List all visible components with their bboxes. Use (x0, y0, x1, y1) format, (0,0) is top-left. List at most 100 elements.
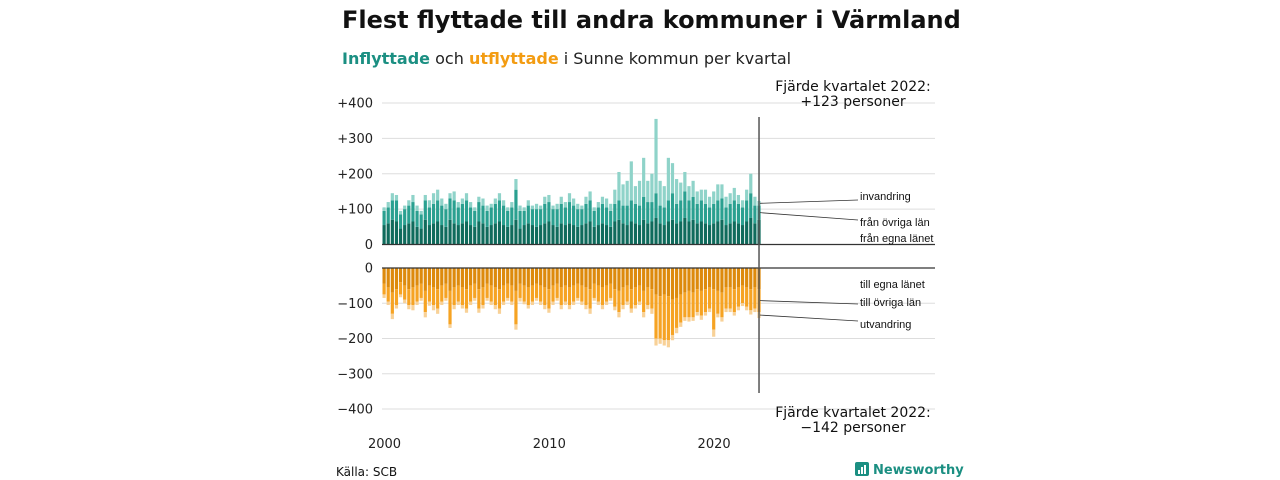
bar-out-utvandring (736, 306, 741, 311)
bar-in-ovriga-lan (460, 203, 464, 224)
bar-in-egna-lanet (543, 223, 547, 245)
bar-out-utvandring (398, 294, 403, 298)
bar-in-invandring (745, 189, 749, 201)
bar-out-egna-lanet (477, 268, 481, 290)
bar-out-ovriga-lan (489, 285, 493, 302)
bar-in-ovriga-lan (588, 200, 592, 222)
bar-out-egna-lanet (469, 268, 473, 286)
bar-in-egna-lanet (604, 225, 609, 245)
bar-in-invandring (518, 205, 522, 211)
bar-out-utvandring (514, 324, 518, 330)
bar-out-ovriga-lan (534, 283, 539, 298)
bar-in-egna-lanet (592, 226, 596, 245)
lower-series-label: till egna länet (860, 279, 925, 291)
bar-in-egna-lanet (551, 225, 555, 245)
bar-in-invandring (559, 196, 563, 204)
bar-out-utvandring (419, 297, 423, 301)
bar-out-egna-lanet (386, 268, 390, 288)
bar-out-egna-lanet (728, 268, 732, 288)
bar-in-ovriga-lan (567, 202, 572, 224)
subtitle-mid: och (430, 49, 469, 68)
bar-out-utvandring (563, 301, 567, 306)
bar-in-invandring (576, 203, 580, 210)
bar-in-ovriga-lan (646, 202, 650, 224)
bar-out-egna-lanet (745, 268, 749, 288)
bar-in-egna-lanet (382, 225, 386, 245)
bar-out-utvandring (753, 308, 757, 313)
bar-in-invandring (580, 205, 584, 210)
bar-in-ovriga-lan (732, 200, 736, 222)
bar-out-utvandring (452, 305, 456, 310)
bar-out-egna-lanet (621, 268, 625, 288)
bar-out-egna-lanet (518, 268, 522, 284)
bottom-annotation-line2: −142 personer (800, 420, 906, 436)
bar-in-ovriga-lan (469, 207, 473, 226)
bar-out-utvandring (749, 310, 753, 315)
bar-out-egna-lanet (666, 268, 670, 297)
bar-in-egna-lanet (728, 223, 732, 245)
bar-in-ovriga-lan (699, 200, 703, 222)
bar-in-egna-lanet (654, 217, 658, 245)
bar-in-ovriga-lan (600, 203, 605, 224)
bar-in-invandring (675, 179, 679, 204)
bar-out-egna-lanet (514, 268, 518, 291)
bar-out-ovriga-lan (493, 287, 497, 306)
bar-out-egna-lanet (683, 268, 687, 293)
bar-out-utvandring (679, 322, 683, 327)
upper-y-ticks: 0 +100 +200 +300 +400 (337, 97, 373, 254)
bar-out-egna-lanet (580, 268, 584, 286)
bar-out-ovriga-lan (501, 285, 506, 302)
bar-in-invandring (493, 198, 497, 204)
bar-out-utvandring (642, 312, 646, 318)
bar-in-egna-lanet (596, 225, 600, 245)
bar-out-egna-lanet (501, 268, 506, 286)
bar-out-utvandring (600, 305, 605, 310)
bar-out-egna-lanet (749, 268, 753, 290)
bar-in-ovriga-lan (707, 207, 712, 226)
bar-in-invandring (403, 205, 407, 210)
bar-out-egna-lanet (415, 268, 419, 286)
bar-out-ovriga-lan (658, 296, 662, 339)
bar-out-egna-lanet (712, 268, 716, 290)
bar-out-egna-lanet (464, 268, 469, 290)
bar-in-invandring (398, 210, 403, 215)
bar-in-invandring (530, 205, 535, 210)
bar-out-utvandring (526, 305, 530, 309)
bar-in-ovriga-lan (724, 207, 728, 226)
bar-out-ovriga-lan (469, 285, 473, 302)
bar-in-ovriga-lan (650, 202, 654, 222)
bar-out-egna-lanet (489, 268, 493, 286)
bar-out-ovriga-lan (633, 287, 638, 306)
bar-out-ovriga-lan (403, 285, 407, 300)
bar-out-ovriga-lan (559, 287, 563, 306)
bar-in-egna-lanet (650, 221, 654, 245)
bar-out-egna-lanet (448, 268, 452, 291)
bar-in-egna-lanet (506, 226, 510, 245)
bar-out-egna-lanet (642, 268, 646, 291)
bar-in-invandring (485, 205, 489, 211)
bar-out-utvandring (543, 305, 547, 310)
leader-line (760, 300, 859, 305)
bar-out-ovriga-lan (724, 287, 728, 309)
bar-out-ovriga-lan (547, 289, 551, 309)
bottom-annotation-line1: Fjärde kvartalet 2022: (775, 405, 931, 421)
bar-in-egna-lanet (625, 225, 629, 245)
bar-in-invandring (407, 200, 411, 206)
bar-out-ovriga-lan (687, 290, 691, 318)
bar-out-ovriga-lan (600, 287, 605, 306)
lower-y-tick-label: −300 (337, 367, 373, 382)
lower-series-label: till övriga län (860, 297, 921, 309)
bar-in-egna-lanet (485, 226, 489, 245)
lower-series-label: utvandring (860, 319, 911, 331)
bar-in-invandring (555, 203, 559, 210)
bar-out-ovriga-lan (650, 289, 654, 309)
bar-in-egna-lanet (687, 221, 691, 245)
bar-in-ovriga-lan (716, 200, 720, 222)
bar-in-invandring (609, 203, 613, 211)
bar-out-egna-lanet (493, 268, 497, 288)
bar-out-ovriga-lan (683, 292, 687, 318)
bar-out-utvandring (530, 301, 535, 306)
bar-in-invandring (740, 200, 745, 208)
bar-out-utvandring (382, 294, 386, 298)
bar-out-ovriga-lan (749, 289, 753, 311)
